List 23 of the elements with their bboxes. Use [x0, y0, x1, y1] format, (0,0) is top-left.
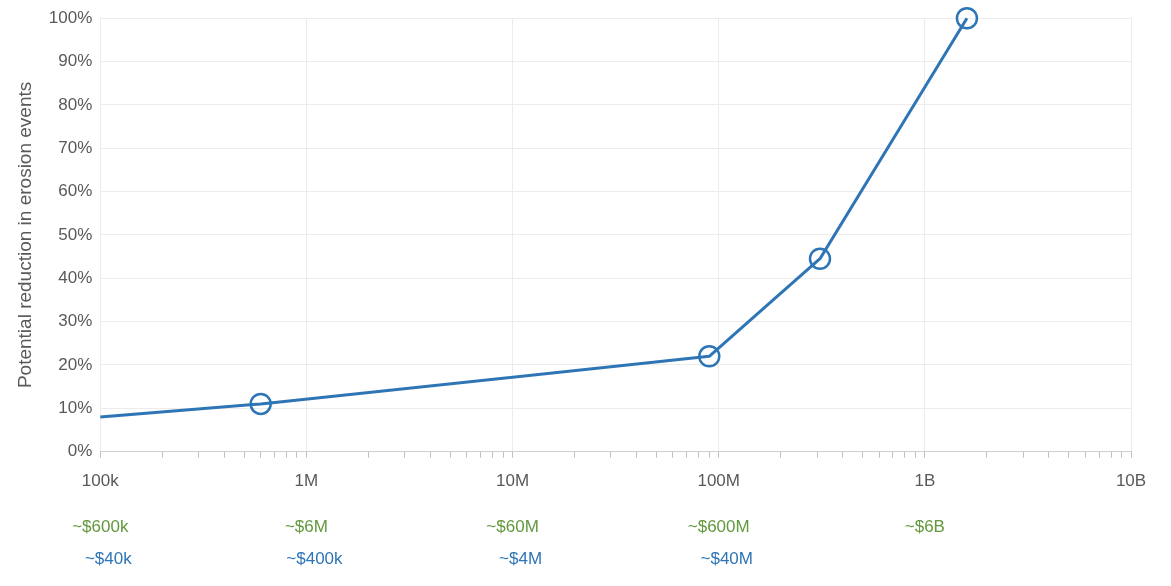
text: ~$600k ~$40k [72, 517, 133, 569]
y-tick-label: 30% [58, 311, 93, 331]
y-tick-label: 100% [48, 7, 93, 27]
x-tick-label: 100k [81, 471, 120, 491]
x-tick-label: 1B [914, 471, 936, 491]
y-tick-label: 10% [58, 397, 93, 417]
text: ~$600M ~$40M [687, 517, 753, 569]
text: ~$6B [904, 517, 945, 537]
y-tick-label: 0% [67, 441, 93, 461]
y-tick-label: 50% [58, 224, 93, 244]
y-tick-label: 60% [58, 181, 93, 201]
x-tick-label: 10M [496, 471, 530, 491]
x-tick-label: 1M [294, 471, 319, 491]
y-tick-label: 70% [58, 137, 93, 157]
text: ~$60M ~$4M [486, 517, 543, 569]
text: ~$6M ~$400k [284, 517, 344, 569]
x-tick-label: 10B [1115, 471, 1147, 491]
y-tick-label: 40% [58, 267, 93, 287]
y-tick-label: 90% [58, 51, 93, 71]
y-axis-title: Potential reduction in erosion events [13, 81, 35, 389]
y-tick-label: 20% [58, 354, 93, 374]
x-tick-label: 100M [697, 471, 740, 491]
y-tick-label: 80% [58, 94, 93, 114]
